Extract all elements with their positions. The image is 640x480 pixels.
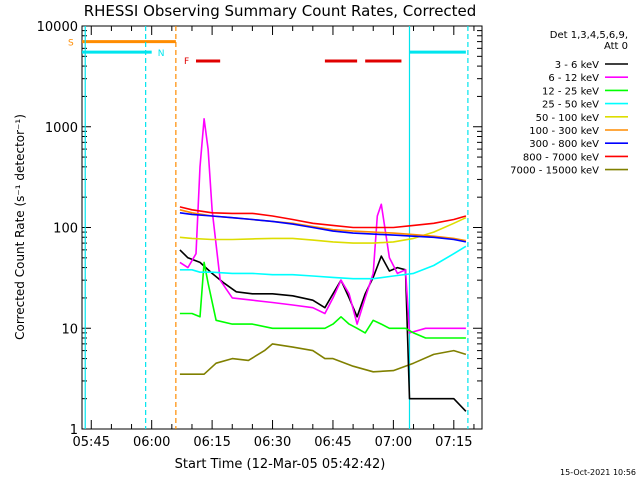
series-line-7000-15000keV (179, 343, 467, 376)
legend-entry-label: 7000 - 15000 keV (510, 166, 599, 177)
series-line-300-800keV (179, 212, 467, 243)
series-line-3-6keV (179, 249, 467, 412)
flag-label-N: N (158, 49, 165, 59)
plot-frame (81, 25, 483, 430)
y-tick-label: 100 (53, 222, 78, 237)
legend-entry-label: 25 - 50 keV (542, 100, 599, 111)
y-tick-label: 1000 (45, 121, 78, 136)
legend-entry-label: 12 - 25 keV (542, 86, 599, 97)
legend: 3 - 6 keV 6 - 12 keV 12 - 25 keV 25 - 50 ke… (510, 60, 628, 177)
flag-label-F: F (184, 57, 189, 67)
x-tick-label: 06:45 (314, 435, 351, 450)
flag-bars: S N F (68, 39, 466, 67)
attenuator-markers (84, 26, 469, 429)
legend-header-line: Det 1,3,4,5,6,9, (550, 30, 628, 41)
legend-entry-label: 50 - 100 keV (536, 113, 600, 124)
y-tick-label: 10000 (37, 20, 78, 35)
series-lines (179, 118, 467, 412)
series-line-6-12keV (179, 118, 466, 334)
legend-entry-label: 6 - 12 keV (548, 73, 599, 84)
legend-header: Det 1,3,4,5,6,9,Att 0 (550, 30, 628, 52)
series-line-12-25keV (179, 261, 466, 339)
x-tick-label: 06:30 (254, 435, 291, 450)
flag-label-S: S (68, 39, 74, 49)
x-tick-label: 06:15 (193, 435, 230, 450)
legend-entry-label: 100 - 300 keV (529, 126, 599, 137)
x-tick-label: 05:45 (73, 435, 110, 450)
y-tick-label: 1 (70, 423, 78, 438)
x-axis-label: Start Time (12-Mar-05 05:42:42) (175, 457, 386, 472)
y-tick-label: 10 (61, 322, 78, 337)
series-line-25-50keV (179, 245, 467, 280)
chart-title: RHESSI Observing Summary Count Rates, Co… (84, 2, 477, 20)
axes: 1 10 100 1000 10000 05:45 06:00 06:15 06:30 06:45… (37, 20, 483, 450)
series-line-50-100keV (179, 216, 467, 244)
y-axis-label: Corrected Count Rate (s⁻¹ detector⁻¹) (13, 114, 27, 340)
x-tick-label: 07:00 (375, 435, 412, 450)
timestamp: 15-Oct-2021 10:56 (560, 468, 636, 477)
x-tick-label: 07:15 (435, 435, 472, 450)
legend-entry-label: 800 - 7000 keV (523, 152, 599, 163)
legend-entry-label: 300 - 800 keV (529, 139, 599, 150)
legend-header-line: Att 0 (604, 41, 628, 52)
series-line-800-7000keV (179, 206, 467, 229)
x-tick-label: 06:00 (133, 435, 170, 450)
legend-entry-label: 3 - 6 keV (555, 60, 599, 71)
